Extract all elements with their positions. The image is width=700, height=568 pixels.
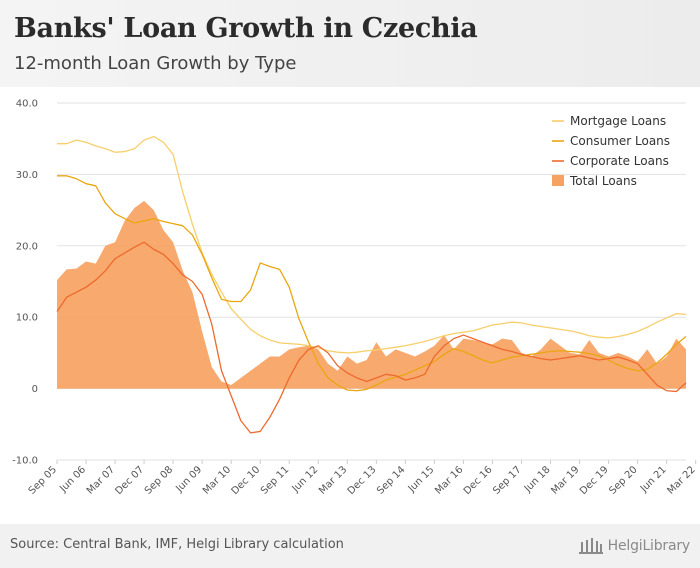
x-tick-label: Mar 07	[85, 464, 117, 496]
x-tick-label: Dec 07	[113, 464, 146, 497]
x-tick-label: Jun 06	[57, 464, 88, 495]
x-tick-label: Mar 22	[665, 464, 697, 496]
y-tick-label: 0	[32, 384, 38, 395]
x-tick-label: Sep 20	[607, 464, 639, 496]
y-tick-label: -10.0	[12, 456, 38, 467]
x-tick-label: Dec 13	[346, 464, 379, 497]
page-title: Banks' Loan Growth in Czechia	[14, 13, 478, 44]
library-columns-icon	[578, 538, 603, 554]
x-tick-label: Sep 08	[143, 464, 175, 496]
logo-text: HelgiLibrary	[607, 538, 691, 554]
x-tick-label: Dec 16	[462, 464, 495, 497]
x-tick-label: Mar 13	[317, 464, 349, 496]
y-tick-label: 10.0	[16, 313, 38, 324]
series-line-corporate-loans	[56, 241, 687, 434]
y-tick-label: 20.0	[16, 241, 38, 252]
header: Banks' Loan Growth in Czechia 12-month L…	[0, 0, 700, 87]
x-tick-label: Jun 18	[522, 464, 553, 495]
x-tick-label: Jun 15	[406, 464, 437, 495]
x-tick-label: Mar 10	[201, 464, 233, 496]
x-tick-label: Sep 05	[27, 464, 59, 496]
page-subtitle: 12-month Loan Growth by Type	[14, 53, 297, 74]
footer: Source: Central Bank, IMF, Helgi Library…	[0, 524, 700, 568]
x-tick-label: Jun 21	[638, 464, 669, 495]
x-tick-label: Dec 19	[578, 464, 611, 497]
y-axis: 40.0 30.0 20.0 10.0 0 -10.0	[12, 99, 38, 467]
helgi-library-logo[interactable]: HelgiLibrary	[578, 534, 690, 558]
legend-label-corporate-loans: Corporate Loans	[570, 154, 669, 168]
area-series	[57, 200, 686, 389]
legend-swatch-total-loans	[552, 175, 564, 186]
legend-label-mortgage-loans: Mortgage Loans	[570, 114, 666, 128]
series-line-mortgage-loans	[57, 135, 687, 354]
x-tick-label: Sep 11	[259, 464, 291, 496]
x-tick-label: Mar 16	[433, 464, 465, 496]
series-line-consumer-loans	[57, 175, 687, 392]
legend: Mortgage Loans Consumer Loans Corporate Lo…	[552, 114, 670, 188]
x-tick-label: Sep 14	[375, 464, 407, 496]
y-tick-label: 40.0	[16, 99, 38, 110]
legend-label-total-loans: Total Loans	[569, 174, 637, 188]
x-tick-label: Mar 19	[549, 464, 581, 496]
x-tick-label: Sep 17	[491, 464, 523, 496]
legend-label-consumer-loans: Consumer Loans	[570, 134, 670, 148]
series-area-total-loans	[57, 200, 686, 389]
x-tick-label: Dec 10	[230, 464, 263, 497]
x-tick-label: Jun 09	[173, 464, 204, 495]
x-tick-label: Jun 12	[290, 464, 321, 495]
y-tick-label: 30.0	[16, 170, 38, 181]
source-note: Source: Central Bank, IMF, Helgi Library…	[10, 537, 344, 552]
line-series	[56, 135, 687, 434]
